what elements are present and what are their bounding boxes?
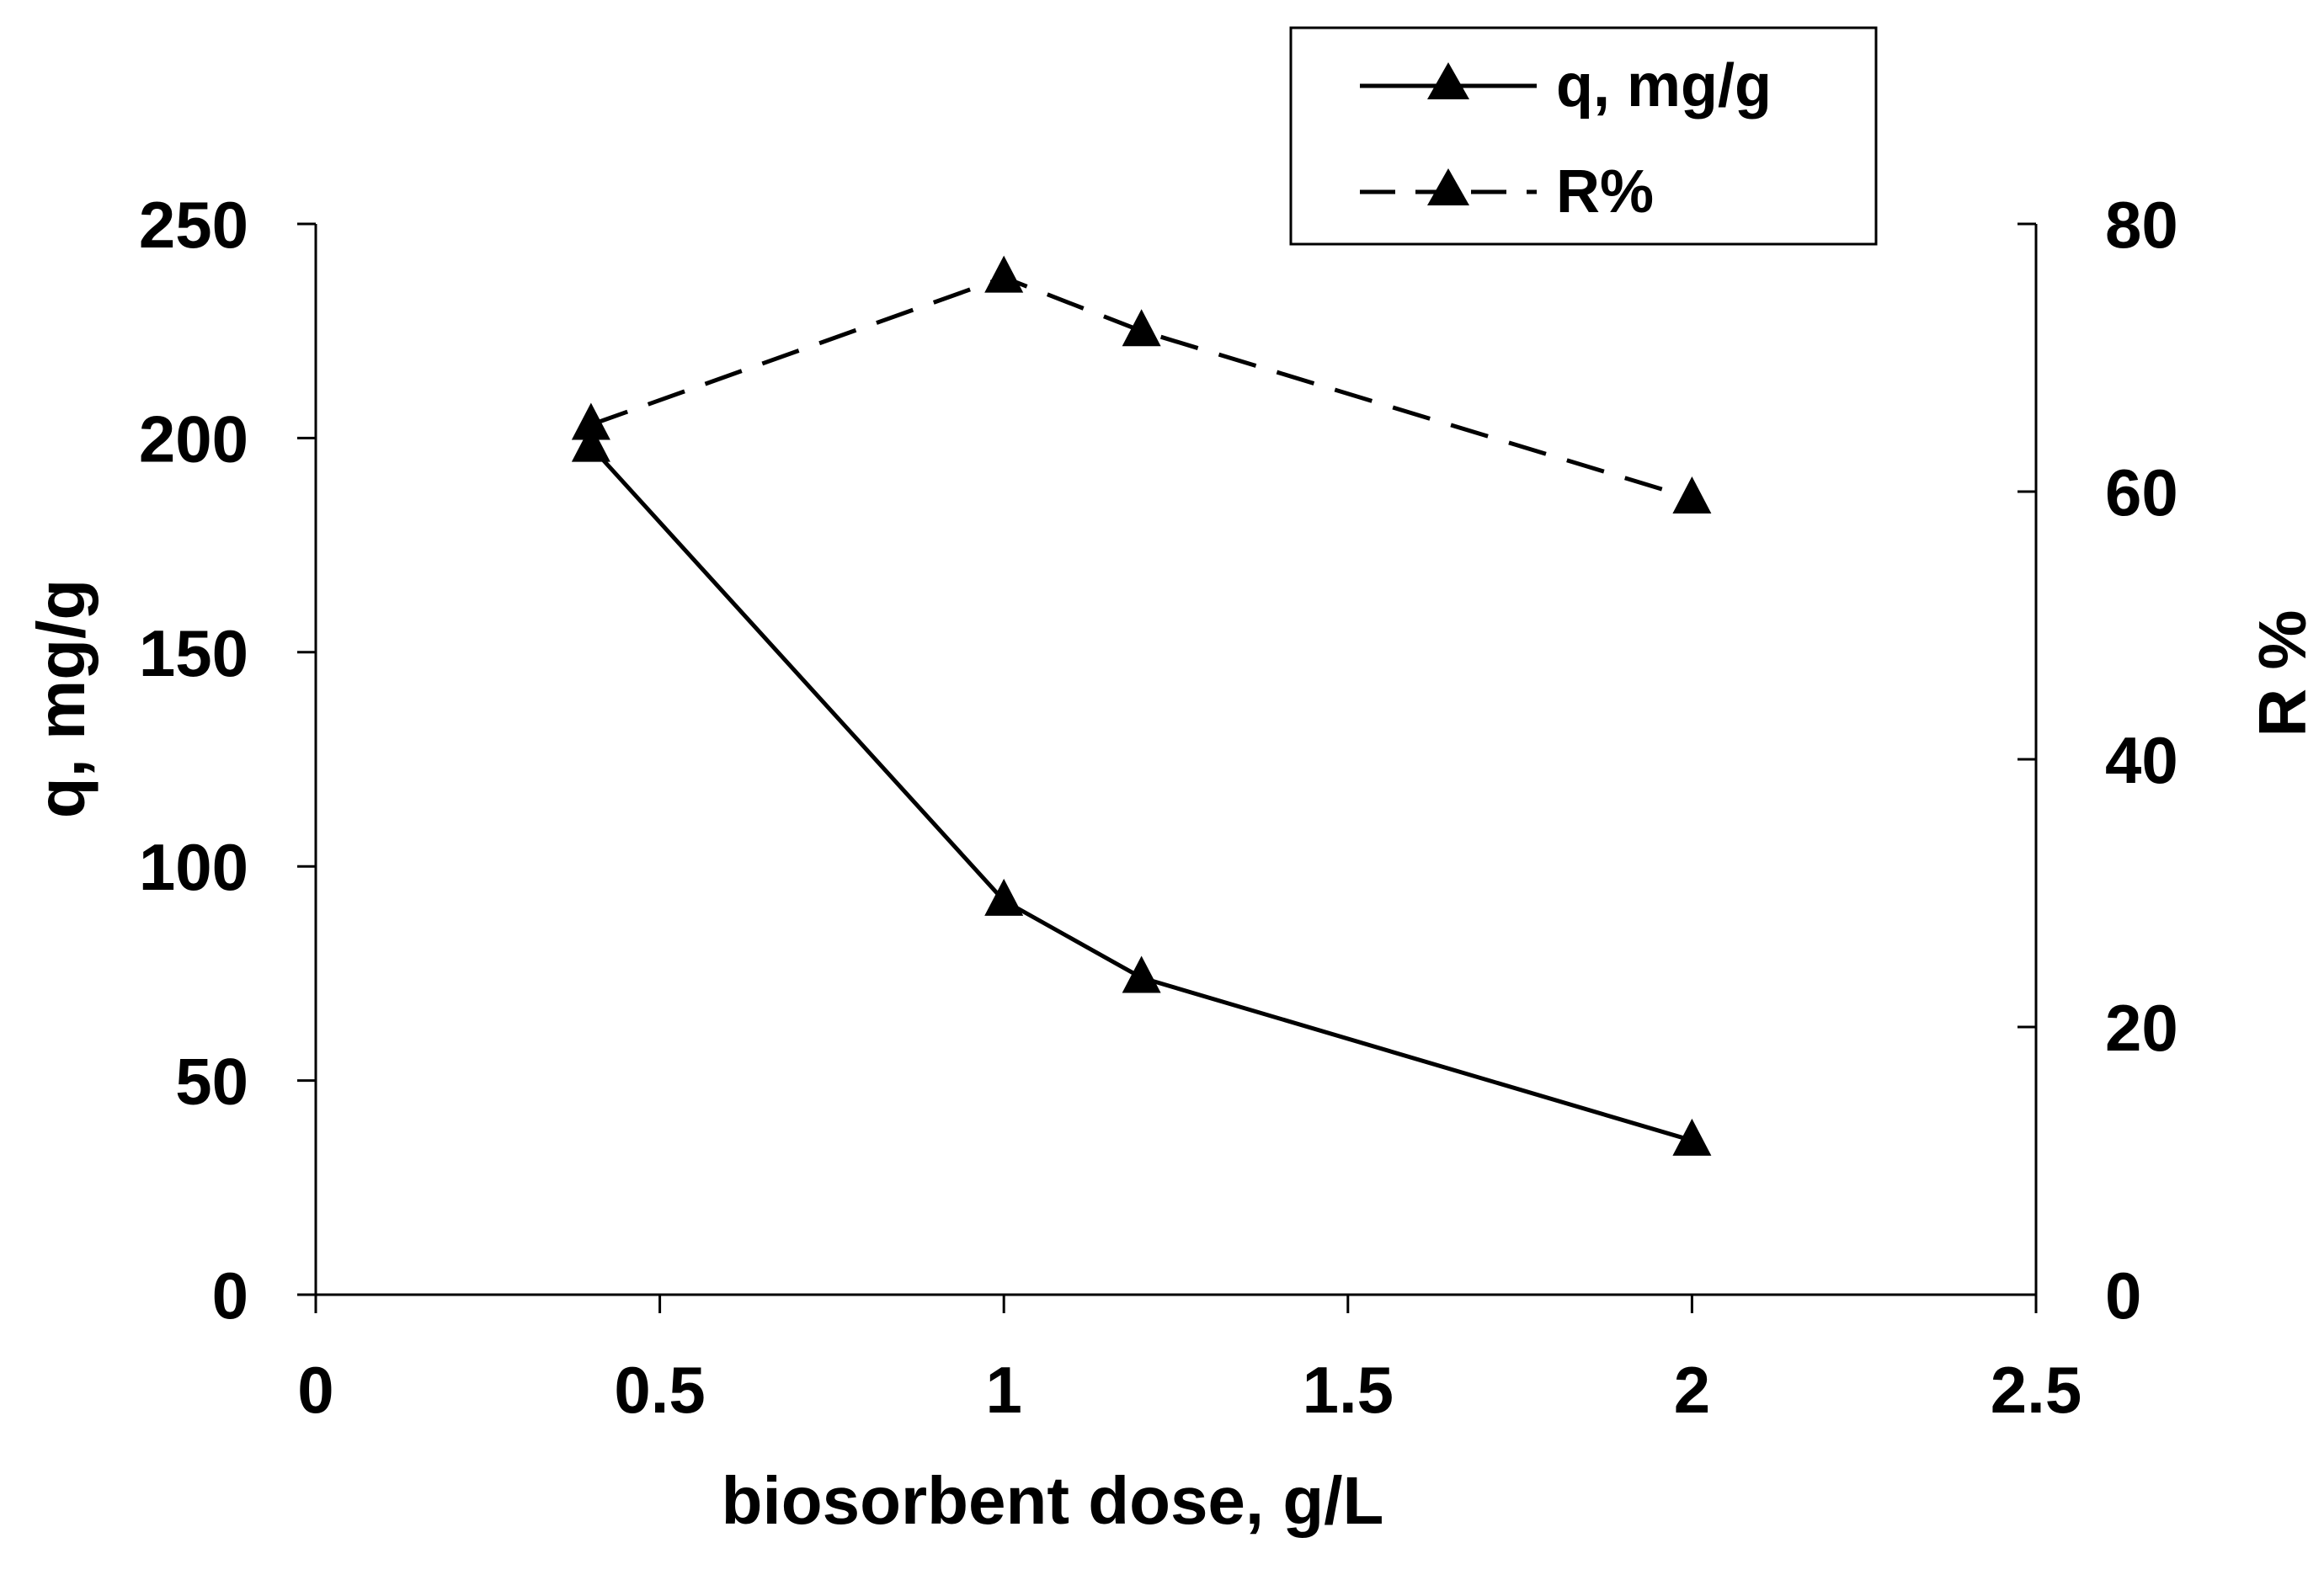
y-axis-title: q, mg/g	[24, 579, 99, 818]
y-tick-label: 0	[212, 1258, 248, 1333]
series-layer	[571, 255, 1712, 1156]
data-point-marker	[984, 878, 1024, 916]
data-point-marker	[984, 255, 1024, 293]
ticks-layer: 0 0.5 1 1.5 2 2.5 0 50 100 150 200 250 0 20 40 60 80	[139, 188, 2178, 1427]
y2-tick-label: 60	[2105, 455, 2178, 529]
legend-box	[1289, 26, 1878, 246]
data-point-marker	[1672, 1118, 1712, 1156]
x-tick-label: 0.5	[614, 1353, 705, 1427]
x-tick-label: 1	[986, 1353, 1022, 1427]
x-axis-title: biosorbent dose, g/L	[722, 1463, 1384, 1538]
data-point-marker	[571, 402, 610, 440]
y2-tick-label: 40	[2105, 723, 2178, 797]
y-tick-label: 250	[139, 188, 248, 262]
x-tick-label: 2	[1674, 1353, 1710, 1427]
data-point-marker	[1122, 955, 1161, 993]
legend-label-q: q, mg/g	[1556, 52, 1772, 120]
series-line-0	[589, 444, 1693, 1143]
legend-label-r: R%	[1556, 158, 1654, 226]
y-tick-label: 200	[139, 402, 248, 476]
y2-tick-label: 0	[2105, 1258, 2141, 1333]
y2-tick-label: 80	[2105, 188, 2178, 262]
y2-tick-label: 20	[2105, 991, 2178, 1065]
legend-marker-r	[1427, 168, 1469, 205]
y-tick-label: 50	[175, 1045, 248, 1119]
data-point-marker	[571, 424, 610, 462]
series-line-1	[590, 274, 1693, 501]
legend: q, mg/g R%	[1289, 26, 1878, 246]
legend-marker-q	[1427, 62, 1469, 99]
y2-axis-title: R %	[2245, 609, 2320, 737]
data-point-marker	[1672, 476, 1712, 513]
x-tick-label: 0	[297, 1353, 333, 1427]
x-tick-label: 2.5	[1991, 1353, 2081, 1427]
data-point-marker	[1122, 309, 1161, 347]
y-tick-label: 100	[139, 830, 248, 904]
y-tick-label: 150	[139, 616, 248, 690]
x-tick-label: 1.5	[1303, 1353, 1394, 1427]
